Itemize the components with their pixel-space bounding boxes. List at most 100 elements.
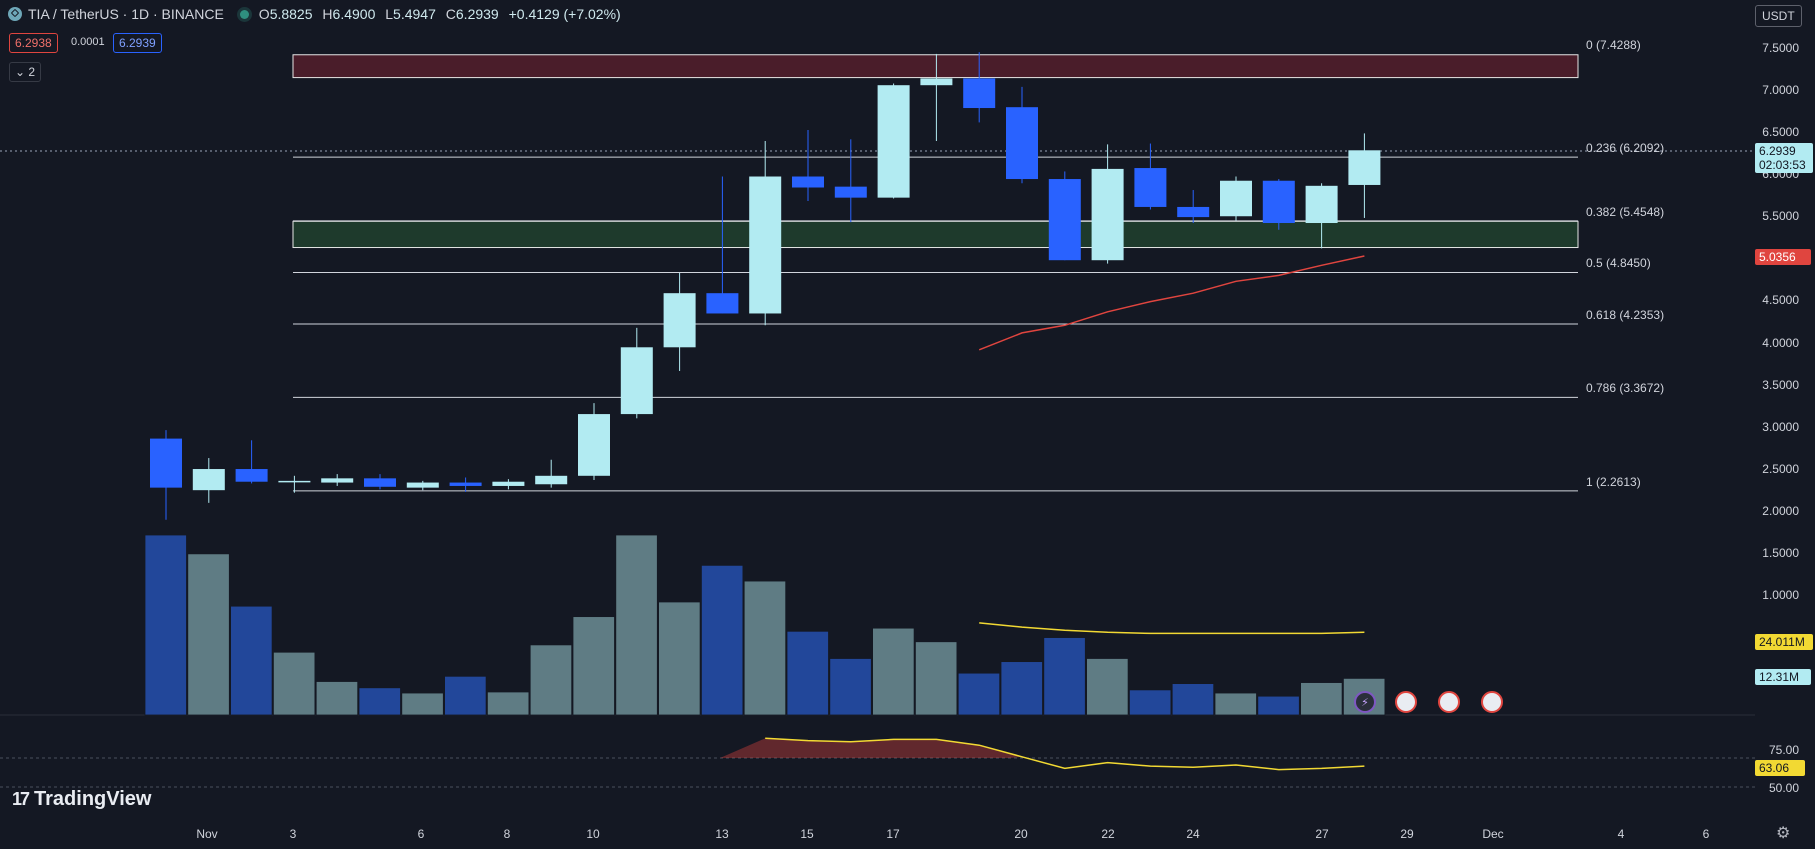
symbol-title[interactable]: TIA / TetherUS · 1D · BINANCE (28, 6, 224, 22)
volume-bar (230, 605, 273, 716)
volume-bar (144, 534, 187, 716)
volume-ma-tag: 24.011M (1755, 634, 1813, 650)
symbol-header[interactable]: TIA / TetherUS · 1D · BINANCE O5.8825 H6… (8, 6, 627, 22)
candle-body (406, 482, 439, 488)
volume-bar (444, 675, 487, 716)
candle-body (364, 478, 396, 487)
candle-body (1006, 107, 1038, 180)
candle-body (749, 176, 782, 314)
volume-ma-line (979, 622, 1365, 635)
indicators-toggle[interactable]: ⌄ 2 (9, 62, 42, 82)
rsi-level-75-label: 75.00 (1768, 743, 1799, 757)
event-us-flag-icon[interactable] (1481, 691, 1503, 713)
volume-bar (401, 692, 444, 716)
price-scale-label: 7.0000 (1762, 83, 1799, 97)
volume-last-tag: 12.31M (1755, 669, 1811, 685)
event-flash-glyph: ⚡ (1361, 696, 1369, 709)
volume-bar (872, 627, 915, 716)
volume-bar (1171, 683, 1215, 716)
low-value: 5.4947 (393, 6, 436, 22)
volume-bar (1000, 661, 1043, 716)
candle-body (1348, 150, 1381, 185)
candle-body (920, 78, 953, 86)
candle-body (578, 414, 610, 476)
ma-value-tag: 5.0356 (1755, 249, 1811, 265)
candle-body (1091, 168, 1124, 261)
volume-bar (743, 580, 787, 716)
candle-body (877, 85, 910, 198)
fib-label-0: 0 (7.4288) (1586, 38, 1641, 53)
price-scale-label: 4.0000 (1762, 336, 1799, 350)
event-flash-icon[interactable] (1354, 691, 1376, 713)
fib-label-1: 1 (2.2613) (1586, 474, 1641, 489)
time-axis-label: 17 (886, 827, 900, 841)
time-axis-label: 15 (800, 827, 814, 841)
time-axis-label: 4 (1617, 827, 1625, 841)
price-scale-label: 3.0000 (1762, 420, 1799, 434)
change-value: +0.4129 (+7.02%) (508, 6, 621, 22)
candle-body (620, 347, 653, 415)
rsi-line (765, 737, 1365, 771)
volume-bar (786, 630, 829, 716)
volume-bar (615, 534, 658, 716)
candle-body (963, 78, 996, 109)
volume-bar (486, 691, 530, 716)
time-axis-label: 20 (1014, 827, 1028, 841)
time-axis-label: 22 (1101, 827, 1115, 841)
last-price-tag: 6.2939 02:03:53 (1755, 143, 1813, 173)
sell-price-button[interactable]: 6.2938 (9, 33, 58, 53)
candle-body (321, 478, 354, 483)
fib-label-0.382: 0.382 (5.4548) (1586, 204, 1665, 219)
fib-label-0.618: 0.618 (4.2353) (1586, 308, 1665, 322)
ohlc-values: O5.8825 H6.4900 L5.4947 C6.2939 +0.4129 … (258, 6, 621, 22)
volume-bar (572, 616, 615, 716)
candle-body (235, 469, 268, 482)
rsi-overbought-fill (720, 738, 1022, 758)
tradingview-mark-icon: 17 (12, 789, 30, 809)
rsi-level-50-label: 50.00 (1768, 781, 1799, 795)
moving-average-line (978, 255, 1365, 351)
price-scale-label: 2.5000 (1762, 462, 1799, 476)
volume-bar (1257, 695, 1300, 716)
settings-gear-icon[interactable]: ⚙ (1776, 825, 1791, 842)
volume-bar (829, 658, 872, 716)
candle-body (492, 481, 525, 486)
volume-bar (957, 672, 1001, 716)
bar-countdown: 02:03:53 (1759, 158, 1806, 172)
time-axis-label: 6 (1702, 827, 1710, 841)
time-axis-label: 10 (586, 827, 600, 841)
candle-body (449, 482, 482, 486)
volume-bar (1129, 689, 1172, 716)
volume-bar (315, 681, 359, 716)
candle-body (1134, 168, 1167, 207)
time-axis-label: Dec (1482, 827, 1504, 841)
market-status-icon (239, 9, 249, 19)
time-axis-label: 27 (1315, 827, 1329, 841)
candle-body (706, 293, 739, 314)
volume-bar (1214, 692, 1257, 716)
candle-body (1262, 180, 1295, 224)
coin-icon (8, 7, 22, 21)
time-axis-label: 6 (417, 827, 425, 841)
price-scale-label: 1.0000 (1762, 588, 1799, 602)
buy-price-button[interactable]: 6.2939 (113, 33, 162, 53)
currency-select[interactable]: USDT (1755, 5, 1802, 27)
volume-bar (187, 553, 230, 716)
volume-bar (915, 641, 958, 716)
event-us-flag-icon[interactable] (1395, 691, 1417, 713)
candle-body (1305, 185, 1338, 224)
candle-body (1048, 179, 1081, 261)
tradingview-logo[interactable]: 17 TradingView (12, 788, 152, 810)
fib-label-0.5: 0.5 (4.8450) (1586, 256, 1651, 271)
fib-label-0.786: 0.786 (3.3672) (1586, 381, 1665, 396)
event-us-flag-icon[interactable] (1438, 691, 1460, 713)
time-axis-label: 13 (715, 827, 729, 841)
close-value: 6.2939 (455, 6, 499, 22)
volume-bar (529, 644, 573, 716)
time-axis-label: Nov (196, 827, 218, 841)
volume-bar (1043, 637, 1086, 716)
high-value: 6.4900 (332, 6, 376, 22)
open-value: 5.8825 (269, 6, 313, 22)
